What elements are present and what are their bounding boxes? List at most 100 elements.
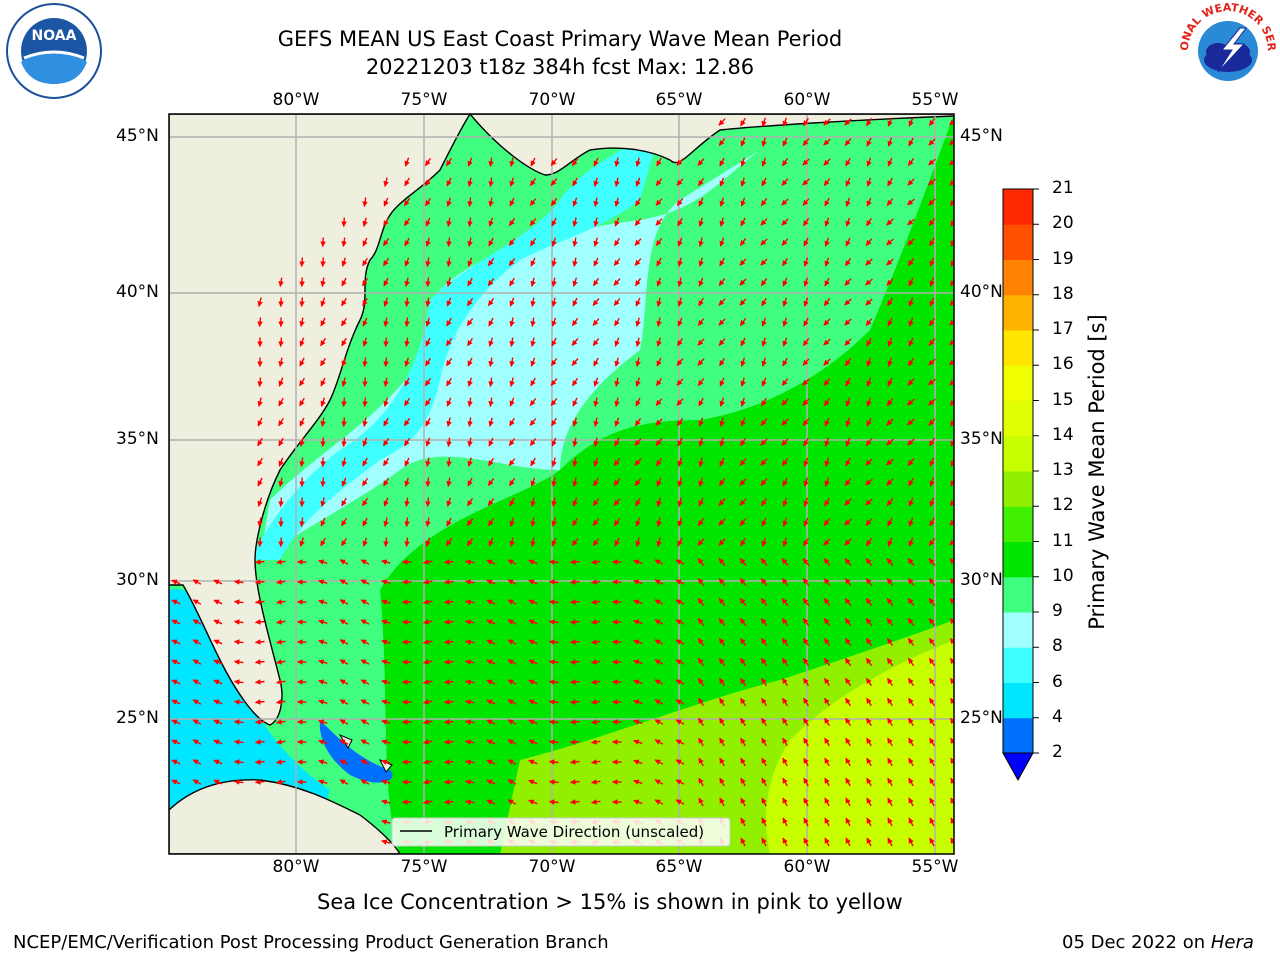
wave-direction-arrow (950, 199, 954, 207)
wave-direction-arrow (908, 837, 914, 847)
wave-direction-arrow (866, 397, 872, 407)
wave-direction-arrow (824, 437, 830, 447)
wave-direction-arrow (633, 679, 643, 685)
wave-direction-arrow (171, 699, 181, 705)
wave-direction-arrow (761, 377, 767, 387)
wave-direction-arrow (949, 339, 954, 346)
wave-direction-arrow (887, 117, 893, 127)
wave-direction-arrow (949, 159, 954, 166)
wave-direction-arrow (320, 257, 326, 268)
wave-direction-arrow (719, 217, 725, 227)
wave-direction-arrow (824, 737, 830, 747)
wave-direction-arrow (593, 237, 599, 247)
wave-direction-arrow (569, 679, 580, 685)
wave-direction-arrow (823, 617, 831, 627)
wave-direction-arrow (339, 779, 349, 785)
wave-direction-arrow (823, 318, 831, 326)
wave-direction-arrow (530, 317, 536, 327)
wave-direction-arrow (341, 357, 347, 367)
wave-direction-arrow (907, 677, 915, 687)
wave-direction-arrow (865, 637, 873, 647)
wave-direction-arrow (276, 779, 286, 785)
wave-direction-arrow (404, 277, 410, 287)
wave-direction-arrow (362, 357, 368, 368)
wave-direction-arrow (739, 278, 747, 286)
wave-direction-arrow (844, 257, 852, 267)
wave-direction-arrow (257, 437, 263, 447)
wave-direction-arrow (781, 178, 789, 186)
wave-direction-arrow (739, 458, 747, 466)
wave-direction-arrow (509, 417, 515, 427)
wave-direction-arrow (507, 639, 517, 645)
wave-direction-arrow (486, 579, 496, 585)
wave-direction-arrow (656, 517, 662, 527)
wave-direction-arrow (466, 537, 474, 547)
wave-direction-arrow (718, 617, 726, 627)
wave-direction-arrow (551, 217, 557, 227)
wave-direction-arrow (950, 257, 954, 267)
wave-direction-arrow (823, 518, 831, 526)
wave-direction-arrow (614, 177, 620, 187)
wave-direction-arrow (423, 559, 433, 565)
wave-direction-arrow (192, 579, 202, 585)
wave-direction-arrow (782, 537, 788, 547)
wave-direction-arrow (423, 719, 433, 725)
wave-direction-arrow (719, 257, 725, 267)
wave-direction-arrow (320, 417, 326, 427)
wave-direction-arrow (929, 717, 935, 727)
wave-direction-arrow (823, 158, 831, 166)
wave-direction-arrow (213, 679, 223, 685)
wave-direction-arrow (341, 257, 347, 267)
wave-direction-arrow (866, 417, 872, 427)
wave-direction-arrow (634, 258, 642, 266)
wave-direction-arrow (803, 777, 809, 787)
wave-direction-arrow (548, 639, 559, 645)
wave-direction-arrow (383, 417, 389, 427)
wave-direction-arrow (446, 277, 452, 287)
wave-direction-arrow (486, 619, 496, 625)
wave-direction-arrow (487, 477, 495, 487)
wave-direction-arrow (423, 759, 433, 765)
wave-direction-arrow (299, 397, 305, 407)
wave-direction-arrow (404, 177, 410, 187)
wave-direction-arrow (928, 138, 936, 146)
wave-direction-arrow (509, 297, 515, 307)
wave-direction-arrow (761, 117, 767, 127)
wave-direction-arrow (676, 178, 684, 186)
wave-direction-arrow (698, 397, 704, 407)
wave-direction-arrow (823, 538, 831, 546)
wave-direction-arrow (739, 298, 747, 306)
wave-direction-arrow (381, 759, 391, 765)
wave-direction-arrow (569, 799, 580, 805)
wave-direction-arrow (781, 617, 789, 627)
wave-direction-arrow (866, 177, 872, 187)
wave-direction-arrow (929, 477, 935, 487)
wave-direction-arrow (339, 659, 349, 665)
wave-direction-arrow (424, 377, 432, 387)
wave-direction-arrow (844, 637, 852, 647)
wave-direction-arrow (908, 337, 914, 347)
wave-direction-arrow (465, 599, 475, 605)
wave-direction-arrow (593, 177, 599, 187)
wave-direction-arrow (929, 777, 935, 787)
wave-direction-arrow (633, 599, 643, 605)
wave-direction-arrow (318, 559, 328, 565)
wave-direction-arrow (929, 697, 935, 707)
wave-direction-arrow (320, 437, 326, 448)
wave-direction-arrow (633, 579, 643, 585)
wave-direction-arrow (507, 619, 517, 625)
wave-direction-arrow (383, 357, 389, 368)
wave-direction-arrow (233, 779, 244, 785)
wave-direction-arrow (213, 739, 223, 745)
wave-direction-arrow (360, 619, 370, 625)
wave-direction-arrow (761, 357, 767, 367)
wave-direction-arrow (677, 257, 683, 267)
wave-direction-arrow (781, 578, 789, 586)
wave-direction-arrow (823, 558, 831, 566)
wave-direction-arrow (635, 517, 641, 527)
wave-direction-arrow (908, 757, 914, 767)
wave-direction-arrow (592, 497, 600, 507)
wave-direction-arrow (845, 377, 851, 387)
wave-direction-arrow (233, 659, 244, 665)
wave-direction-arrow (719, 797, 725, 807)
